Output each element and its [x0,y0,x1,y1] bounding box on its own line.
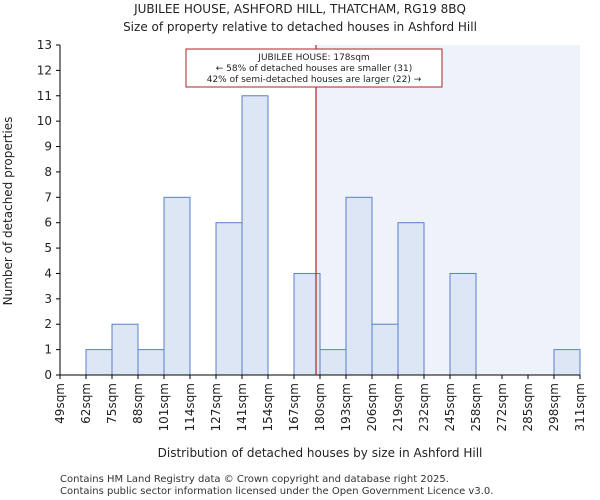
x-tick-label: 88sqm [131,383,145,424]
y-tick-label: 1 [44,343,52,357]
x-tick-label: 311sqm [573,383,587,431]
x-tick-label: 272sqm [495,383,509,431]
y-tick-label: 0 [44,368,52,382]
bar-219sqm [397,222,425,376]
x-tick-label: 298sqm [547,383,561,431]
bar-88sqm [137,349,165,376]
y-tick-label: 3 [44,292,52,306]
bar-62sqm [85,349,113,376]
x-tick-label: 101sqm [157,383,171,431]
bar-127sqm [215,222,243,376]
y-tick-label: 9 [44,140,52,154]
x-tick-label: 154sqm [261,383,275,431]
y-tick-label: 7 [44,190,52,204]
x-tick-label: 193sqm [339,383,353,431]
bar-75sqm [111,323,139,376]
x-tick-label: 206sqm [365,383,379,431]
y-tick-label: 11 [37,89,52,103]
x-tick-label: 258sqm [469,383,483,431]
x-tick-label: 285sqm [521,383,535,431]
bar-180sqm [319,349,347,376]
annotation-box [185,48,443,88]
x-tick-label: 141sqm [235,383,249,431]
bar-101sqm [163,196,191,376]
bar-206sqm [371,323,399,376]
footer-line2: Contains public sector information licen… [60,486,493,497]
chart-title-line1: JUBILEE HOUSE, ASHFORD HILL, THATCHAM, R… [133,2,466,16]
bar-245sqm [449,272,477,376]
y-tick-label: 12 [37,63,52,77]
x-tick-label: 49sqm [53,383,67,424]
x-tick-label: 127sqm [209,383,223,431]
y-tick-label: 2 [44,317,52,331]
annotation-line2: ← 58% of detached houses are smaller (31… [216,64,413,74]
x-tick-label: 62sqm [79,383,93,424]
y-tick-label: 13 [37,38,52,52]
y-tick-label: 8 [44,165,52,179]
x-tick-label: 114sqm [183,383,197,431]
x-tick-label: 167sqm [287,383,301,431]
chart-title-line2: Size of property relative to detached ho… [123,20,477,34]
y-tick-label: 10 [37,114,52,128]
x-tick-label: 180sqm [313,383,327,431]
bar-298sqm [553,349,581,376]
annotation-line3: 42% of semi-detached houses are larger (… [207,75,422,85]
y-axis-label: Number of detached properties [1,117,15,306]
y-tick-label: 4 [44,266,52,280]
y-tick-label: 5 [44,241,52,255]
annotation-line1: JUBILEE HOUSE: 178sqm [257,53,369,63]
x-tick-label: 219sqm [391,383,405,431]
x-axis-label: Distribution of detached houses by size … [158,446,483,460]
x-tick-label: 75sqm [105,383,119,424]
footer-line1: Contains HM Land Registry data © Crown c… [60,474,449,485]
bar-141sqm [241,95,269,376]
x-tick-label: 232sqm [417,383,431,431]
bar-193sqm [345,196,373,376]
x-tick-label: 245sqm [443,383,457,431]
y-tick-label: 6 [44,216,52,230]
